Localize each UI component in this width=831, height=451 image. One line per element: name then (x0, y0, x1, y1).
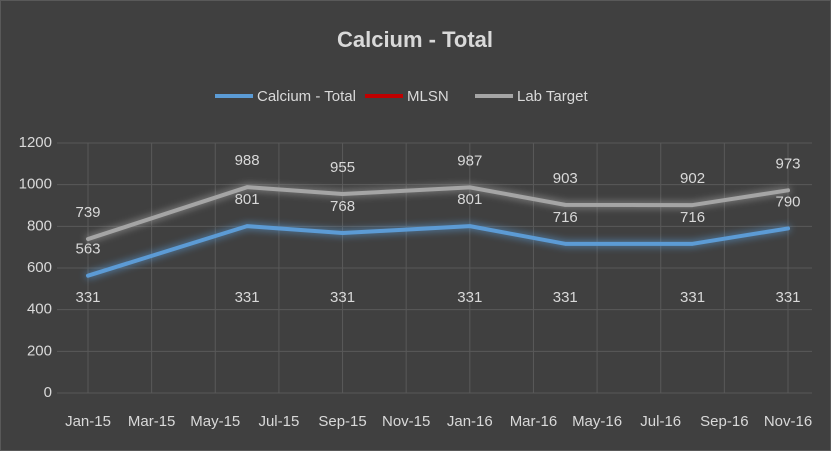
legend-label: Calcium - Total (257, 88, 356, 105)
data-label: 331 (75, 289, 100, 306)
data-label: 902 (680, 170, 705, 187)
data-label: 716 (553, 209, 578, 226)
y-tick-label: 600 (27, 259, 52, 276)
legend-label: Lab Target (517, 88, 588, 105)
data-label: 331 (330, 289, 355, 306)
data-label: 739 (75, 204, 100, 221)
data-label: 988 (235, 152, 260, 169)
series-line (86, 224, 790, 278)
data-label: 331 (235, 289, 260, 306)
data-label: 331 (775, 289, 800, 306)
data-label: 331 (553, 289, 578, 306)
x-tick-label: May-16 (572, 413, 622, 430)
x-tick-label: Jan-15 (65, 413, 111, 430)
data-label: 768 (330, 198, 355, 215)
y-tick-label: 1200 (19, 134, 52, 151)
x-tick-label: Mar-15 (128, 413, 176, 430)
series-layer: 563 801 768 801 716 716 790 331 331 331 331 331 331 3… (75, 152, 801, 327)
y-tick-label: 0 (44, 384, 52, 401)
data-label: 801 (457, 191, 482, 208)
x-tick-label: Jul-16 (640, 413, 681, 430)
y-tick-label: 1000 (19, 176, 52, 193)
y-tick-label: 200 (27, 342, 52, 359)
x-tick-label: Nov-15 (382, 413, 430, 430)
data-label: 801 (235, 191, 260, 208)
y-tick-label: 400 (27, 301, 52, 318)
x-tick-label: Mar-16 (510, 413, 558, 430)
x-tick-label: Jul-15 (258, 413, 299, 430)
data-label: 716 (680, 209, 705, 226)
data-label: 331 (680, 289, 705, 306)
x-tick-label: May-15 (190, 413, 240, 430)
x-tick-label: Sep-15 (318, 413, 366, 430)
x-tick-label: Nov-16 (764, 413, 812, 430)
legend-label: MLSN (407, 88, 449, 105)
data-label: 955 (330, 159, 355, 176)
series-line (86, 185, 790, 242)
data-label: 973 (775, 155, 800, 172)
data-label: 790 (775, 193, 800, 210)
y-tick-label: 800 (27, 217, 52, 234)
data-label: 563 (75, 241, 100, 258)
data-label: 903 (553, 170, 578, 187)
chart-title: Calcium - Total (337, 27, 493, 52)
data-label: 987 (457, 152, 482, 169)
data-label: 331 (457, 289, 482, 306)
x-tick-label: Jan-16 (447, 413, 493, 430)
x-tick-label: Sep-16 (700, 413, 748, 430)
grid (57, 142, 812, 394)
